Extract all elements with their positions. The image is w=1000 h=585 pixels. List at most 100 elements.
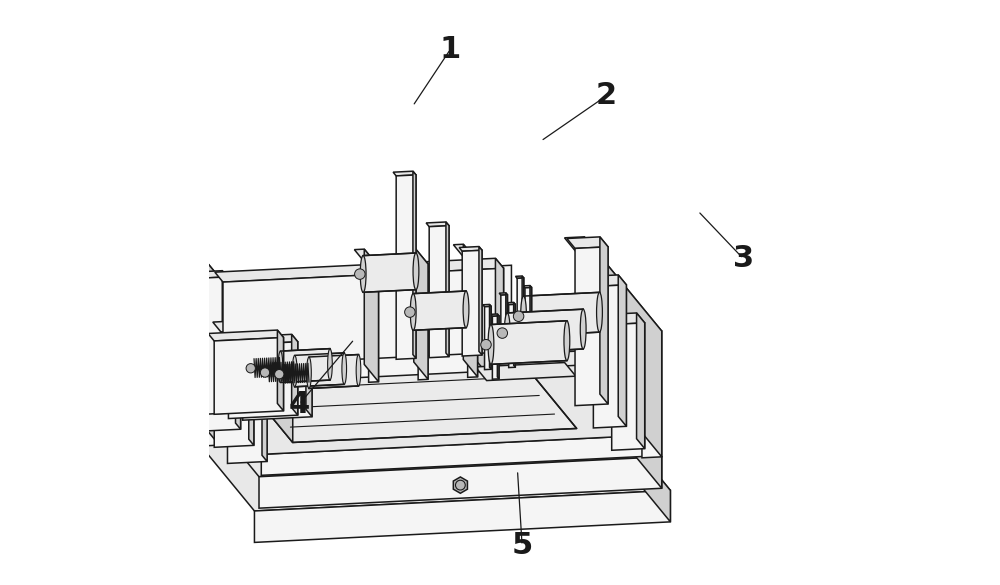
Text: 1: 1 <box>440 35 461 64</box>
Polygon shape <box>446 222 449 357</box>
Polygon shape <box>517 278 524 341</box>
Polygon shape <box>393 171 416 176</box>
Polygon shape <box>188 277 227 415</box>
Ellipse shape <box>307 357 311 388</box>
Polygon shape <box>277 330 284 411</box>
Polygon shape <box>604 313 645 325</box>
Polygon shape <box>490 304 491 369</box>
Polygon shape <box>524 292 599 336</box>
Circle shape <box>481 339 491 350</box>
Polygon shape <box>459 246 482 251</box>
Polygon shape <box>170 349 662 477</box>
Polygon shape <box>162 377 670 511</box>
Ellipse shape <box>356 355 361 386</box>
Polygon shape <box>228 342 298 418</box>
Polygon shape <box>254 490 670 542</box>
Polygon shape <box>468 261 478 377</box>
Polygon shape <box>292 335 298 415</box>
Polygon shape <box>222 319 267 327</box>
Polygon shape <box>176 331 657 455</box>
Circle shape <box>260 368 270 377</box>
Polygon shape <box>475 363 576 381</box>
Polygon shape <box>228 279 293 442</box>
Polygon shape <box>585 275 626 287</box>
Polygon shape <box>396 175 416 359</box>
Polygon shape <box>499 293 507 295</box>
Polygon shape <box>227 325 267 463</box>
Polygon shape <box>354 249 379 267</box>
Polygon shape <box>618 275 626 426</box>
Polygon shape <box>223 268 504 366</box>
Polygon shape <box>525 288 532 351</box>
Ellipse shape <box>328 349 332 380</box>
Polygon shape <box>453 245 478 262</box>
Circle shape <box>497 328 508 338</box>
Ellipse shape <box>597 292 602 332</box>
Polygon shape <box>593 285 626 428</box>
Polygon shape <box>501 295 507 358</box>
Polygon shape <box>495 259 504 352</box>
Ellipse shape <box>521 296 526 336</box>
Polygon shape <box>176 331 657 455</box>
Polygon shape <box>208 330 284 341</box>
Ellipse shape <box>504 313 510 353</box>
Polygon shape <box>492 316 499 379</box>
Polygon shape <box>369 267 379 382</box>
Polygon shape <box>491 314 499 316</box>
Ellipse shape <box>564 321 570 360</box>
Polygon shape <box>295 353 344 387</box>
Ellipse shape <box>463 291 469 328</box>
Polygon shape <box>575 247 608 405</box>
Polygon shape <box>201 293 241 431</box>
Polygon shape <box>637 313 645 449</box>
Text: 3: 3 <box>733 244 754 273</box>
Polygon shape <box>572 331 657 456</box>
Polygon shape <box>209 303 254 311</box>
Polygon shape <box>309 355 358 388</box>
Polygon shape <box>514 302 515 367</box>
Circle shape <box>405 307 415 317</box>
Polygon shape <box>453 477 467 493</box>
Polygon shape <box>414 247 428 379</box>
Polygon shape <box>413 171 416 359</box>
Circle shape <box>355 269 365 280</box>
Polygon shape <box>584 237 662 457</box>
Polygon shape <box>565 237 662 332</box>
Text: 5: 5 <box>511 531 533 560</box>
Polygon shape <box>507 302 515 305</box>
Ellipse shape <box>580 309 586 349</box>
Polygon shape <box>523 285 532 288</box>
Polygon shape <box>530 285 532 350</box>
Polygon shape <box>485 307 491 370</box>
Polygon shape <box>492 351 592 369</box>
Polygon shape <box>222 271 227 413</box>
Polygon shape <box>213 309 485 332</box>
Polygon shape <box>306 336 312 417</box>
Circle shape <box>513 311 524 322</box>
Polygon shape <box>261 435 657 476</box>
Circle shape <box>275 370 284 379</box>
Polygon shape <box>151 246 219 280</box>
Polygon shape <box>243 343 312 420</box>
Ellipse shape <box>413 253 419 290</box>
Polygon shape <box>237 336 312 347</box>
Polygon shape <box>497 314 499 379</box>
Ellipse shape <box>278 351 283 383</box>
Polygon shape <box>196 287 241 295</box>
Polygon shape <box>215 259 504 282</box>
Polygon shape <box>280 349 330 383</box>
Polygon shape <box>194 246 219 445</box>
Polygon shape <box>262 319 267 462</box>
Polygon shape <box>509 304 515 367</box>
Ellipse shape <box>292 355 297 387</box>
Polygon shape <box>404 247 428 264</box>
Ellipse shape <box>342 353 347 384</box>
Polygon shape <box>642 331 662 458</box>
Polygon shape <box>600 237 608 404</box>
Ellipse shape <box>488 325 494 364</box>
Polygon shape <box>463 245 478 377</box>
Polygon shape <box>214 309 254 448</box>
Circle shape <box>246 364 255 373</box>
Polygon shape <box>508 334 608 352</box>
Polygon shape <box>516 276 524 278</box>
